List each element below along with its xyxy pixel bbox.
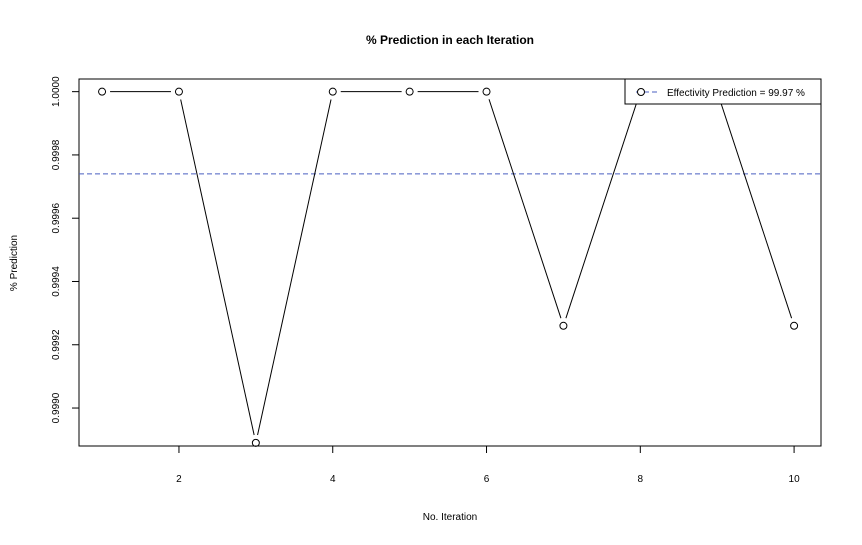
series-line-segment xyxy=(565,99,639,319)
chart-title: % Prediction in each Iteration xyxy=(366,33,534,47)
y-tick-label: 0.9990 xyxy=(51,392,62,423)
series-layer xyxy=(98,87,799,447)
x-axis-label: No. Iteration xyxy=(423,512,477,523)
legend: Effectivity Prediction = 99.97 % xyxy=(624,78,822,105)
data-point xyxy=(251,438,260,447)
y-tick-label: 0.9992 xyxy=(51,329,62,360)
x-tick-label: 2 xyxy=(176,474,182,485)
series-line-segment xyxy=(180,99,255,436)
legend-label: Effectivity Prediction = 99.97 % xyxy=(667,88,805,99)
series-line-segment xyxy=(719,99,793,319)
y-tick-label: 0.9994 xyxy=(51,266,62,297)
y-axis: 0.9990 0.9992 0.9994 0.9996 0.9998 1.0000 xyxy=(51,76,79,423)
y-axis-label: % Prediction xyxy=(9,235,20,291)
data-point xyxy=(482,87,491,96)
data-point xyxy=(98,87,107,96)
y-tick-label: 1.0000 xyxy=(51,76,62,107)
x-tick-label: 10 xyxy=(789,474,801,485)
series-line-segment xyxy=(488,99,562,319)
data-point xyxy=(328,87,337,96)
x-tick-label: 4 xyxy=(330,474,336,485)
plot-frame xyxy=(78,78,822,447)
legend-marker-swatch xyxy=(637,88,645,96)
x-axis: 2 4 6 8 10 xyxy=(176,446,800,485)
data-point xyxy=(405,87,414,96)
y-tick-label: 0.9996 xyxy=(51,202,62,233)
data-point xyxy=(174,87,183,96)
y-tick-label: 0.9998 xyxy=(51,139,62,170)
x-tick-label: 6 xyxy=(484,474,490,485)
data-point xyxy=(790,321,799,330)
data-point xyxy=(559,321,568,330)
legend-box xyxy=(624,78,822,105)
series-line-segment xyxy=(257,99,332,436)
x-tick-label: 8 xyxy=(638,474,644,485)
